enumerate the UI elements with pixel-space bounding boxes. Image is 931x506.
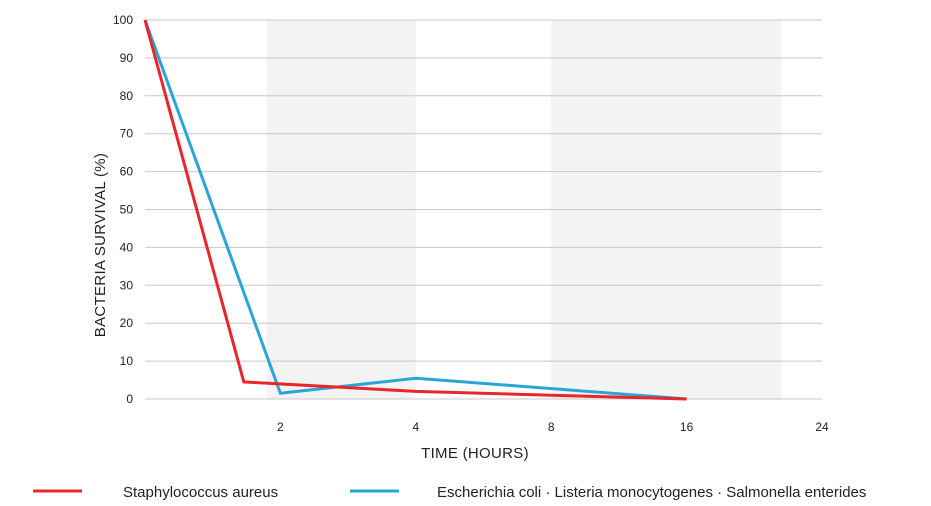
y-tick-label-100: 100 — [113, 13, 133, 27]
x-tick-label-24: 24 — [815, 420, 829, 434]
y-axis-ticks: 0 10 20 30 40 50 60 70 80 90 100 — [113, 13, 133, 406]
x-tick-label-2: 2 — [277, 420, 284, 434]
y-axis-title: BACTERIA SURVIVAL (%) — [92, 153, 109, 337]
y-tick-label-30: 30 — [120, 278, 134, 292]
y-tick-label-50: 50 — [120, 203, 134, 217]
y-tick-label-80: 80 — [120, 89, 134, 103]
legend-label-2: Escherichia coli · Listeria monocytogene… — [437, 484, 866, 501]
y-tick-label-70: 70 — [120, 127, 134, 141]
series-line-1 — [143, 19, 687, 401]
legend: Staphylococcus aureus Escherichia coli · … — [33, 484, 866, 501]
legend-label-1: Staphylococcus aureus — [123, 484, 278, 501]
y-tick-label-60: 60 — [120, 165, 134, 179]
x-tick-label-16: 16 — [680, 420, 694, 434]
series-lines — [143, 19, 687, 401]
x-tick-label-8: 8 — [548, 420, 555, 434]
series-line-2 — [143, 19, 687, 401]
y-tick-label-20: 20 — [120, 316, 134, 330]
y-tick-label-40: 40 — [120, 240, 134, 254]
x-tick-label-4: 4 — [412, 420, 419, 434]
gridlines — [145, 19, 822, 400]
y-tick-label-0: 0 — [126, 392, 133, 406]
x-axis-title: TIME (HOURS) — [421, 445, 529, 462]
y-tick-label-90: 90 — [120, 51, 134, 65]
x-axis-ticks: 2 4 8 16 24 — [277, 420, 829, 434]
y-tick-label-10: 10 — [120, 354, 134, 368]
